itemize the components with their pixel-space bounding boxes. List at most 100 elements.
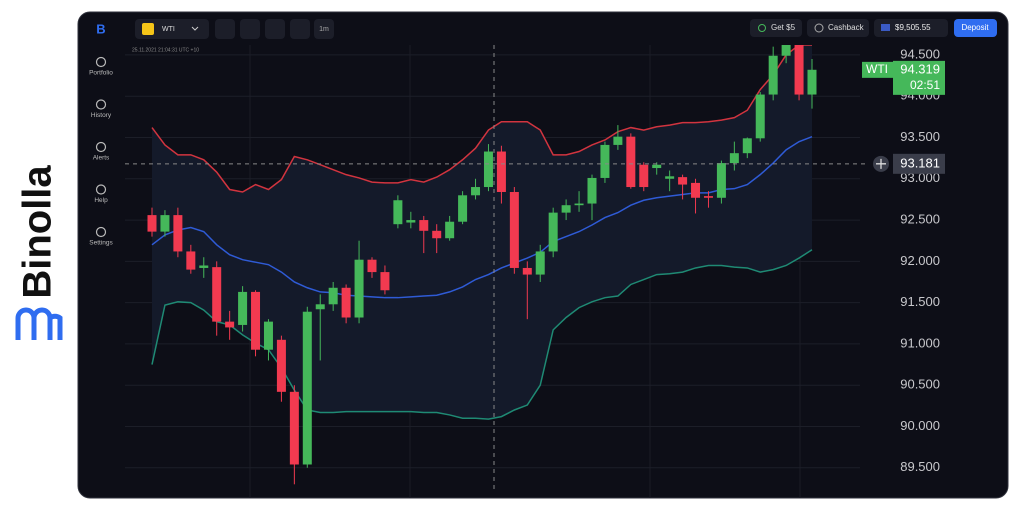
sidebar-label: Help (94, 197, 108, 204)
sidebar-icon[interactable] (95, 99, 107, 110)
band-line (151, 45, 812, 193)
cashback-button[interactable] (807, 19, 869, 37)
candle-body (328, 287, 338, 305)
candle-body (729, 153, 739, 164)
candle-body (522, 267, 532, 275)
plot-area (147, 45, 817, 485)
candle-body (471, 187, 481, 196)
candle-body (199, 265, 209, 268)
candle-body (445, 221, 455, 239)
candle-body (548, 212, 558, 252)
cashback-icon (814, 23, 824, 33)
asset-name: WTI (162, 26, 175, 33)
chart-timestamp: 25.11.2021 21:04:31 UTC +10 (132, 47, 199, 53)
sidebar-label: Portfolio (89, 70, 113, 77)
candle-body (652, 164, 662, 169)
y-tick-label: 91.000 (900, 335, 940, 350)
deposit-button[interactable] (954, 19, 997, 37)
plus-icon (876, 158, 886, 169)
candle-body (703, 196, 713, 198)
candle-body (574, 203, 584, 206)
draw-button[interactable] (265, 19, 285, 39)
candle-body (626, 136, 636, 188)
candle-body (458, 195, 468, 222)
bonus-icon (758, 24, 766, 32)
sidebar-label: Alerts (93, 155, 110, 162)
y-tick-label: 89.500 (900, 459, 940, 474)
brand-name: Binolla (16, 165, 60, 299)
candle-body (419, 220, 429, 231)
crosshair-price: 93.181 (900, 155, 940, 170)
y-tick-label: 91.500 (900, 294, 940, 309)
y-tick-label: 92.000 (900, 253, 940, 268)
candle-body (768, 55, 778, 95)
deposit-label: Deposit (961, 23, 989, 32)
candle-body (367, 259, 377, 273)
candle-body (186, 251, 196, 270)
candle-body (587, 177, 597, 204)
candle-body (691, 182, 701, 198)
sidebar: Portfolio History Alerts Help Settings (89, 56, 113, 247)
bonus-button[interactable] (750, 19, 802, 37)
candle-body (289, 391, 299, 465)
candle-body (432, 230, 442, 239)
candle-body (794, 45, 804, 95)
symbol-label: WTI (866, 62, 888, 76)
candle-body (173, 215, 183, 252)
y-tick-label: 90.000 (900, 418, 940, 433)
balance-selector[interactable] (874, 19, 948, 37)
last-price: 94.319 (900, 61, 940, 76)
candle-body (600, 144, 610, 178)
candle-body (496, 151, 506, 192)
sidebar-icon[interactable] (95, 141, 107, 153)
band-line (151, 249, 813, 420)
band-fill (152, 45, 812, 420)
countdown: 02:51 (910, 78, 940, 92)
candle-body (225, 321, 235, 328)
candle-body (781, 45, 791, 56)
asset-icon (142, 23, 154, 35)
timeframe-button[interactable] (314, 19, 334, 39)
candle-body (613, 136, 623, 145)
candle-body (535, 251, 545, 275)
candle-body (263, 321, 273, 350)
timeframe: 1m (319, 26, 329, 33)
candle-body (147, 215, 157, 232)
crosshair-price-box (893, 153, 945, 174)
candle-body (251, 291, 261, 350)
sidebar-label: Settings (89, 240, 113, 247)
candle-body (807, 69, 817, 95)
y-tick-label: 93.500 (900, 129, 940, 144)
candle-body (406, 220, 416, 223)
y-tick-label: 90.500 (900, 377, 940, 392)
currency-flag (881, 24, 890, 31)
candle-body (341, 287, 351, 318)
y-tick-label: 93.000 (900, 170, 940, 185)
chart-type-button[interactable] (240, 19, 260, 39)
y-tick-label: 94.500 (900, 46, 940, 61)
candle-body (315, 304, 325, 310)
candle-body (380, 272, 390, 291)
candle-body (509, 191, 519, 268)
sidebar-icon[interactable] (95, 184, 107, 195)
candle-body (160, 215, 170, 232)
cashback-label: Cashback (828, 23, 865, 32)
sidebar-icon[interactable] (95, 226, 107, 238)
app-logo[interactable]: B (96, 21, 105, 36)
info-button[interactable] (215, 19, 235, 39)
sidebar-icon[interactable] (95, 56, 107, 68)
sidebar-label: History (91, 112, 112, 119)
candle-body (354, 259, 364, 318)
candle-body (561, 205, 571, 213)
dropdown-arrow (191, 26, 199, 31)
band-line (151, 135, 813, 299)
price-axis: 89.500 90.000 90.500 91.000 91.500 92.000 92.5… (125, 46, 945, 474)
candle-body (302, 311, 312, 465)
bonus-label: Get $5 (771, 23, 796, 32)
symbol-tag (862, 61, 893, 78)
last-price-box (893, 60, 945, 95)
candle-body (639, 164, 649, 188)
indicator-button[interactable] (290, 19, 310, 39)
